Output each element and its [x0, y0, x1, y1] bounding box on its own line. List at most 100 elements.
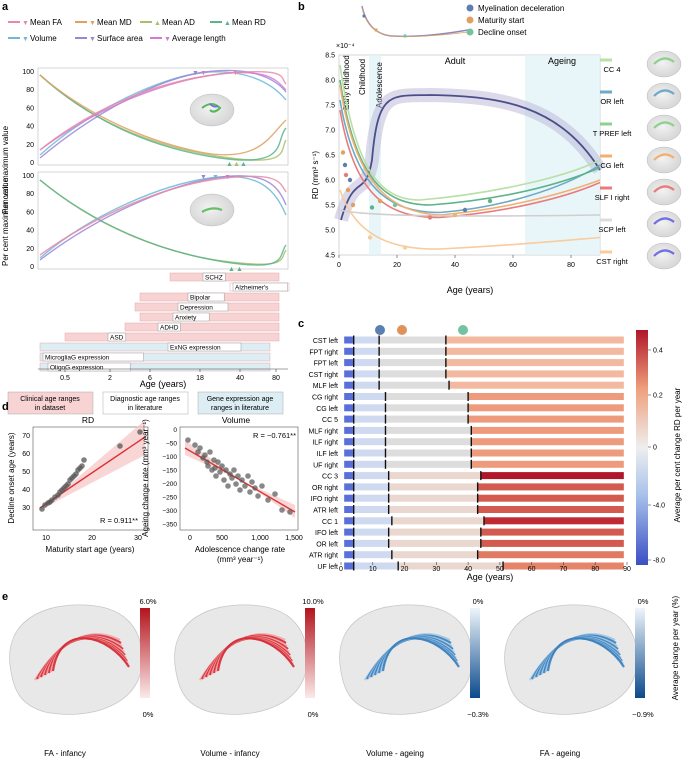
d-right-xlabel2: (mm³ year⁻¹) [217, 555, 263, 564]
c-bar-grey-7 [385, 415, 469, 423]
range-label-2: Bipolar [190, 295, 211, 302]
curve [39, 70, 287, 151]
legend-label-4: Volume [30, 34, 57, 43]
b-ytick-1: 5.0 [325, 228, 335, 235]
range-label-1: Alzheimer's [235, 285, 269, 292]
panel-a-bottom-curves: ▼ ▼ ▼ ▲ ▲ [39, 174, 287, 273]
range-legend-box-2 [197, 391, 284, 415]
c-bar-red-8 [471, 426, 624, 434]
panel-a-top-plot-frame [37, 67, 289, 166]
d-left-ytick-4: 70 [22, 433, 30, 440]
d-left-xtick-1: 20 [88, 535, 96, 542]
d-right-point-34 [272, 491, 278, 497]
c-bar-grey-8 [385, 426, 472, 434]
tract-path-5 [653, 217, 675, 225]
d-right-ytick-0: 0 [173, 427, 177, 434]
c-bar-grey-9 [385, 438, 472, 446]
b-point-2 [345, 187, 351, 193]
c-cb-tick-0: 0.4 [653, 348, 663, 355]
d-left-point-21 [137, 429, 143, 435]
legend-marker-5: ▼ [89, 36, 96, 43]
b-curve-1 [339, 99, 601, 214]
tract-brain-5 [646, 210, 682, 238]
marker-botb-0: ▲ [228, 266, 235, 273]
range-bar-7 [39, 342, 271, 352]
curve [39, 71, 287, 151]
panel-c-rows: CST left FPT right FPT left CST right MLF le… [308, 335, 624, 571]
curve [39, 74, 287, 156]
e-top-2: 0% [473, 597, 484, 606]
d-right-xtick-1: 500 [216, 535, 228, 542]
tract-label-6: CST right [596, 257, 628, 266]
ytick-0-3: 60 [26, 105, 34, 112]
c-bar-lightblue-11 [353, 460, 386, 468]
range-legend-label-2: Gene expression age [207, 396, 274, 403]
c-bar-red-20 [503, 562, 624, 570]
b-xtick-1: 20 [393, 262, 401, 269]
b-point-9 [392, 202, 398, 208]
d-right-xlabel: Adolescence change rate [195, 545, 286, 554]
c-xtick-7: 70 [560, 566, 568, 573]
e-fiber-1-9 [216, 637, 295, 672]
c-row-label-4: MLF left [313, 383, 338, 390]
c-row-label-6: CG left [316, 406, 338, 413]
d-right-point-31 [255, 493, 261, 499]
range-box-3 [177, 302, 229, 312]
c-bar-blue-10 [344, 449, 354, 457]
panel-b-curves [334, 64, 606, 250]
d-left-xtick-0: 10 [42, 535, 50, 542]
legend-marker-3: ▲ [224, 20, 231, 27]
panel-d-letter: d [2, 401, 9, 413]
d-right-point-1 [192, 442, 198, 448]
e-fiber-0-9 [51, 637, 130, 672]
e-top-3: 0% [638, 597, 649, 606]
c-bar-lightblue-16 [353, 517, 392, 525]
e-bottom-1: 0% [308, 710, 319, 719]
c-bar-red-0 [445, 336, 624, 344]
b-point-4 [369, 205, 375, 210]
range-legend-label2-0: in dataset [35, 405, 65, 412]
legend-marker-2: ▲ [154, 20, 161, 27]
panel-b-xlabel: Age (years) [447, 285, 494, 295]
marker-top-1: ▼ [200, 70, 207, 77]
tract-path-4 [653, 185, 675, 193]
range-label-9: OligoG expression [50, 365, 104, 372]
c-row-label-9: ILF right [312, 440, 338, 447]
c-bar-blue-6 [344, 404, 354, 412]
legend-label-3: Mean RD [232, 18, 266, 27]
c-bar-grey-17 [388, 528, 481, 536]
c-xtick-9: 90 [623, 566, 631, 573]
c-bar-grey-4 [379, 381, 450, 389]
c-bar-blue-13 [344, 483, 354, 491]
d-right-point-17 [223, 467, 229, 473]
d-right-point-18 [225, 483, 231, 489]
ytick-1-4: 80 [26, 191, 34, 198]
c-bar-red-9 [471, 438, 624, 446]
range-label-7: ExNG expression [170, 345, 221, 352]
panel-c-header-dots [375, 325, 468, 335]
b-legend-label-1: Maturity start [478, 16, 525, 25]
ytick-1-0: 0 [30, 264, 34, 271]
ytick-0-2: 40 [26, 124, 34, 131]
d-right-ytick-2: −100 [162, 454, 177, 461]
panel-a-xlabel: Age (years) [140, 379, 187, 389]
panel-a-range-legend: Clinical age ranges in dataset Diagnostic … [7, 391, 284, 415]
b-ytick-5: 7.0 [325, 128, 335, 135]
d-right-point-36 [287, 509, 293, 515]
c-xtick-3: 30 [432, 566, 440, 573]
tract-path-1 [653, 89, 675, 97]
b-point-10 [487, 198, 493, 204]
c-bar-red-13 [477, 483, 624, 491]
d-right-point-28 [247, 489, 253, 495]
c-bar-red-17 [480, 528, 624, 536]
c-xtick-0: 0 [339, 566, 343, 573]
marker-top-2: ▼ [232, 70, 239, 77]
d-right-point-24 [237, 487, 243, 493]
d-right-point-35 [279, 507, 285, 513]
legend-label-6: Average length [172, 34, 226, 43]
d-left-r: R = 0.911** [100, 516, 138, 525]
d-right-point-23 [235, 473, 241, 479]
legend-label-2: Mean AD [162, 18, 195, 27]
curve [39, 175, 287, 256]
curve [39, 179, 287, 266]
